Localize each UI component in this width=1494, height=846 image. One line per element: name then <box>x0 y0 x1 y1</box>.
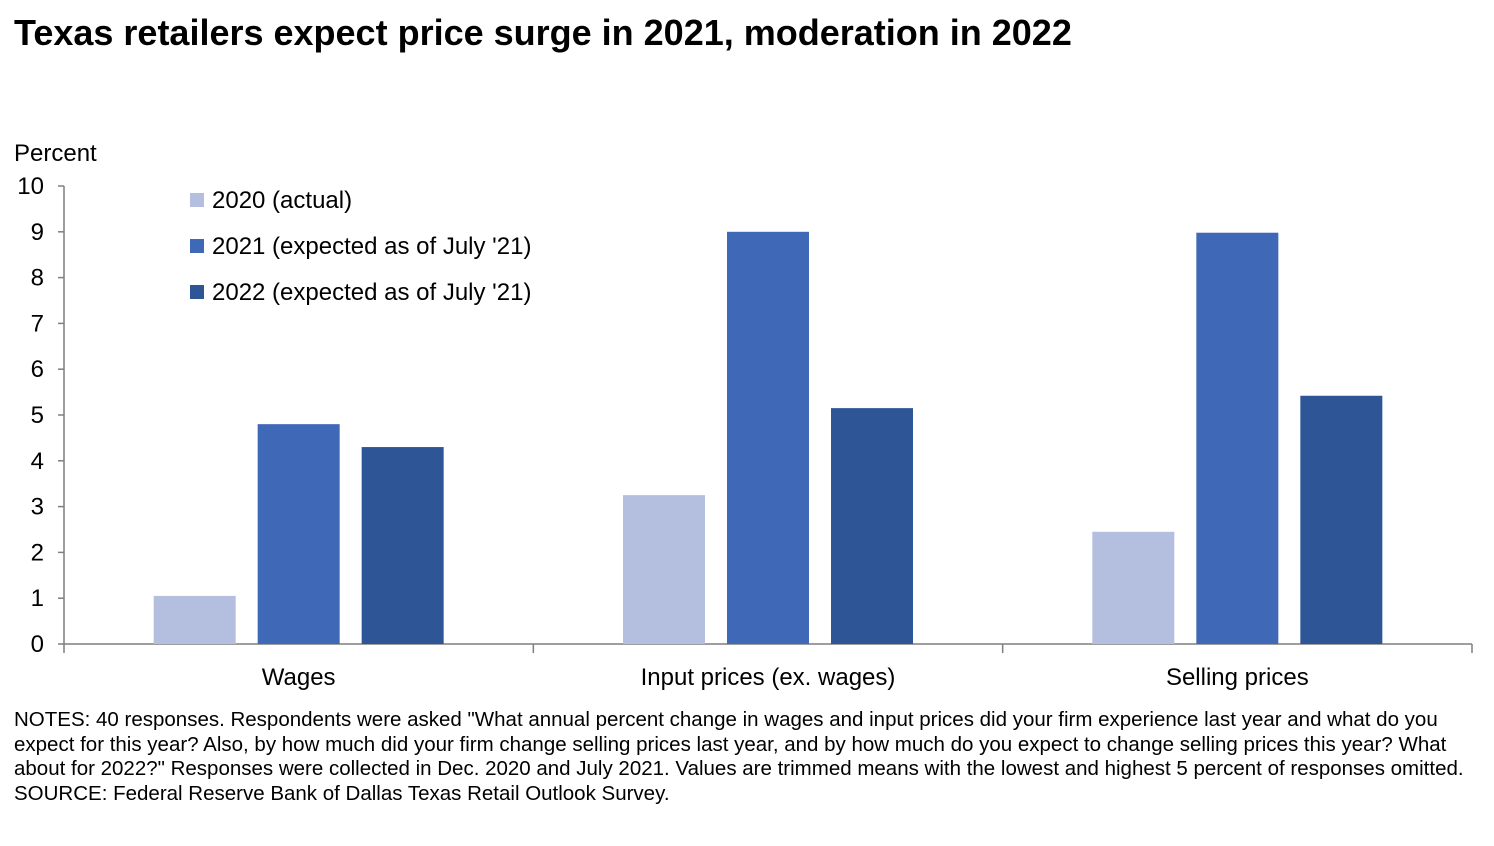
bar-chart: Percent 0 1 2 3 4 5 6 7 8 9 10 Wages Input prices (e… <box>14 140 1473 691</box>
x-category-label: Input prices (ex. wages) <box>641 664 896 691</box>
bar <box>257 424 340 644</box>
bars <box>153 231 1383 645</box>
y-tick-label: 5 <box>31 402 44 429</box>
y-tick-label: 7 <box>31 310 44 337</box>
y-tick-label: 1 <box>31 585 44 612</box>
x-category-label: Wages <box>262 664 336 691</box>
legend-swatch <box>190 285 204 299</box>
bar <box>361 447 444 644</box>
legend-swatch <box>190 193 204 207</box>
bar <box>1092 531 1175 644</box>
y-tick-label: 3 <box>31 494 44 521</box>
y-tick-label: 2 <box>31 539 44 566</box>
chart-title: Texas retailers expect price surge in 20… <box>14 12 1072 53</box>
notes-block: NOTES: 40 responses. Respondents were as… <box>14 708 1484 806</box>
bar <box>623 495 705 644</box>
source-text: SOURCE: Federal Reserve Bank of Dallas T… <box>14 781 670 805</box>
bar <box>727 231 809 645</box>
legend-label: 2022 (expected as of July '21) <box>212 279 531 306</box>
legend-label: 2021 (expected as of July '21) <box>212 233 531 260</box>
x-category-label: Selling prices <box>1166 664 1309 691</box>
y-tick-label: 9 <box>31 219 44 246</box>
bar <box>1196 232 1279 644</box>
y-tick-label: 8 <box>31 265 44 292</box>
bar <box>153 595 236 644</box>
bar <box>831 408 913 644</box>
legend-swatch <box>190 239 204 253</box>
bar <box>1300 395 1383 644</box>
y-tick-label: 10 <box>17 173 44 200</box>
legend: 2020 (actual) 2021 (expected as of July '… <box>190 187 531 306</box>
y-tick-label: 4 <box>31 448 44 475</box>
y-tick-label: 6 <box>31 356 44 383</box>
notes-text: NOTES: 40 responses. Respondents were as… <box>14 708 1464 780</box>
y-axis-label: Percent <box>14 140 97 167</box>
legend-label: 2020 (actual) <box>212 187 352 214</box>
y-tick-label: 0 <box>31 631 44 658</box>
